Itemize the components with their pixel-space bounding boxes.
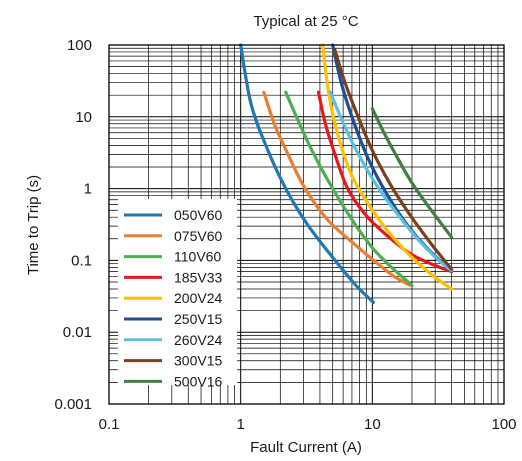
plot-frame (108, 44, 505, 405)
legend-label-050V60: 050V60 (174, 207, 222, 223)
legend-label-185V33: 185V33 (174, 269, 222, 285)
legend-label-200V24: 200V24 (174, 290, 222, 306)
series-050V60 (239, 43, 376, 304)
series-200V24 (321, 43, 454, 291)
y-tick-label: 0.001 (54, 396, 92, 413)
y-axis-label: Time to Trip (s) (25, 175, 42, 275)
series-260V24 (328, 90, 454, 273)
legend: 050V60 075V60 110V60 185V33 200V24 250V15 260V… (118, 199, 237, 389)
x-tick-label: 1 (236, 416, 244, 433)
series-075V60 (262, 90, 414, 288)
y-tick-label: 100 (67, 37, 92, 54)
legend-label-300V15: 300V15 (174, 353, 222, 369)
legend-label-250V15: 250V15 (174, 311, 222, 327)
y-tick-label: 1 (84, 181, 92, 198)
y-tick-label: 0.01 (63, 324, 92, 341)
series-500V16 (370, 107, 454, 239)
legend-box (118, 199, 237, 385)
plot-series (239, 43, 454, 304)
legend-label-110V60: 110V60 (174, 249, 221, 265)
x-axis-label: Fault Current (A) (250, 439, 362, 456)
series-110V60 (284, 90, 414, 287)
x-tick-label: 0.1 (99, 416, 120, 433)
chart-title: Typical at 25 °C (253, 13, 358, 30)
y-tick-label: 10 (75, 109, 92, 126)
y-tick-label: 0.1 (71, 252, 92, 269)
series-300V15 (333, 48, 454, 271)
series-185V33 (316, 90, 454, 274)
legend-label-075V60: 075V60 (174, 228, 222, 244)
legend-label-500V16: 500V16 (174, 373, 222, 389)
x-tick-label: 10 (364, 416, 381, 433)
x-tick-label: 100 (491, 416, 516, 433)
tick-labels: 0.1 1 10 100 0.001 0.01 0.1 1 10 100 (54, 37, 516, 433)
legend-label-260V24: 260V24 (174, 332, 222, 348)
